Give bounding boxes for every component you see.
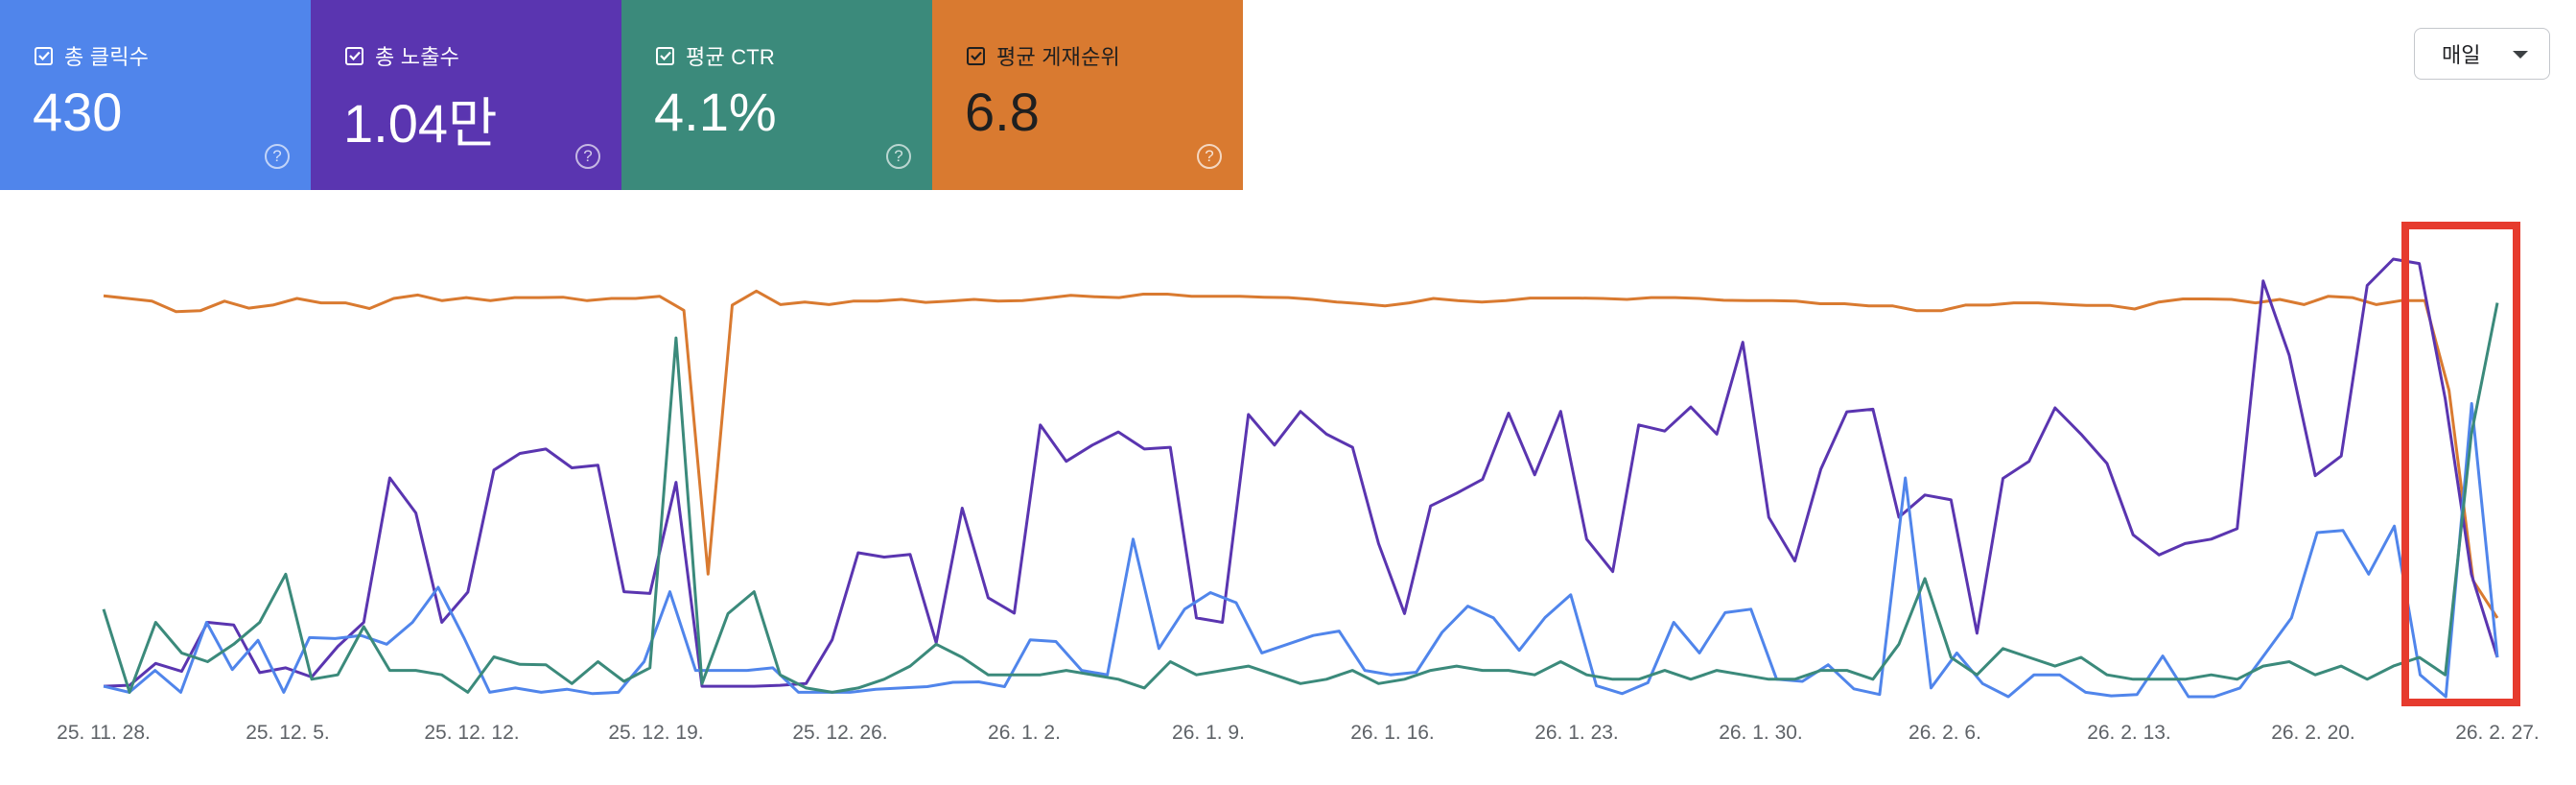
- metric-label: 평균 CTR: [686, 45, 776, 69]
- checkbox-icon[interactable]: [345, 46, 363, 65]
- caret-down-icon: [2513, 51, 2528, 59]
- checkbox-icon[interactable]: [967, 46, 985, 65]
- x-tick-label: 25. 12. 12.: [424, 722, 519, 744]
- highlight-box: [2401, 222, 2520, 706]
- help-circle-icon[interactable]: ?: [1197, 144, 1222, 169]
- x-tick-label: 26. 1. 23.: [1534, 722, 1619, 744]
- metric-value: 430: [33, 82, 123, 142]
- metric-value: 1.04만: [343, 93, 498, 154]
- series-line-position: [103, 289, 2499, 619]
- help-circle-icon[interactable]: ?: [265, 144, 290, 169]
- metric-card-impressions[interactable]: 총 노출수 1.04만 ?: [311, 0, 621, 190]
- x-tick-label: 26. 1. 16.: [1350, 722, 1435, 744]
- series-line-ctr: [102, 302, 2499, 694]
- x-tick-label: 26. 2. 13.: [2087, 722, 2171, 744]
- series-line-clicks: [103, 402, 2499, 699]
- metric-label: 총 클릭수: [64, 45, 150, 69]
- metric-card-position[interactable]: 평균 게재순위 6.8 ?: [932, 0, 1243, 190]
- metric-label: 평균 게재순위: [996, 45, 1120, 69]
- x-tick-label: 26. 1. 9.: [1172, 722, 1245, 744]
- granularity-select[interactable]: 매일: [2414, 28, 2550, 80]
- metric-card-header: 평균 CTR: [656, 40, 775, 71]
- x-tick-label: 26. 1. 30.: [1719, 722, 1803, 744]
- metric-label: 총 노출수: [375, 45, 460, 69]
- help-circle-icon[interactable]: ?: [886, 144, 911, 169]
- metric-card-header: 평균 게재순위: [967, 40, 1120, 71]
- checkbox-icon[interactable]: [35, 46, 53, 65]
- x-tick-label: 26. 2. 20.: [2271, 722, 2355, 744]
- metric-value: 6.8: [965, 82, 1040, 142]
- metric-card-header: 총 클릭수: [35, 40, 149, 71]
- metric-cards: 총 클릭수 430 ? 총 노출수 1.04만 ? 평균 CTR 4.1% ? …: [0, 0, 1243, 190]
- metric-value: 4.1%: [654, 82, 777, 142]
- metric-card-header: 총 노출수: [345, 40, 459, 71]
- x-tick-label: 26. 2. 6.: [1909, 722, 1981, 744]
- x-tick-label: 25. 12. 26.: [792, 722, 887, 744]
- x-tick-label: 25. 12. 5.: [246, 722, 330, 744]
- x-tick-label: 26. 1. 2.: [988, 722, 1061, 744]
- metric-card-clicks[interactable]: 총 클릭수 430 ?: [0, 0, 311, 190]
- checkbox-icon[interactable]: [656, 46, 674, 65]
- x-tick-label: 25. 12. 19.: [608, 722, 703, 744]
- granularity-value: 매일: [2442, 43, 2481, 67]
- metric-card-ctr[interactable]: 평균 CTR 4.1% ?: [621, 0, 932, 190]
- help-circle-icon[interactable]: ?: [575, 144, 600, 169]
- series-line-impressions: [103, 257, 2499, 688]
- x-tick-label: 26. 2. 27.: [2455, 722, 2540, 744]
- x-tick-label: 25. 11. 28.: [57, 722, 151, 744]
